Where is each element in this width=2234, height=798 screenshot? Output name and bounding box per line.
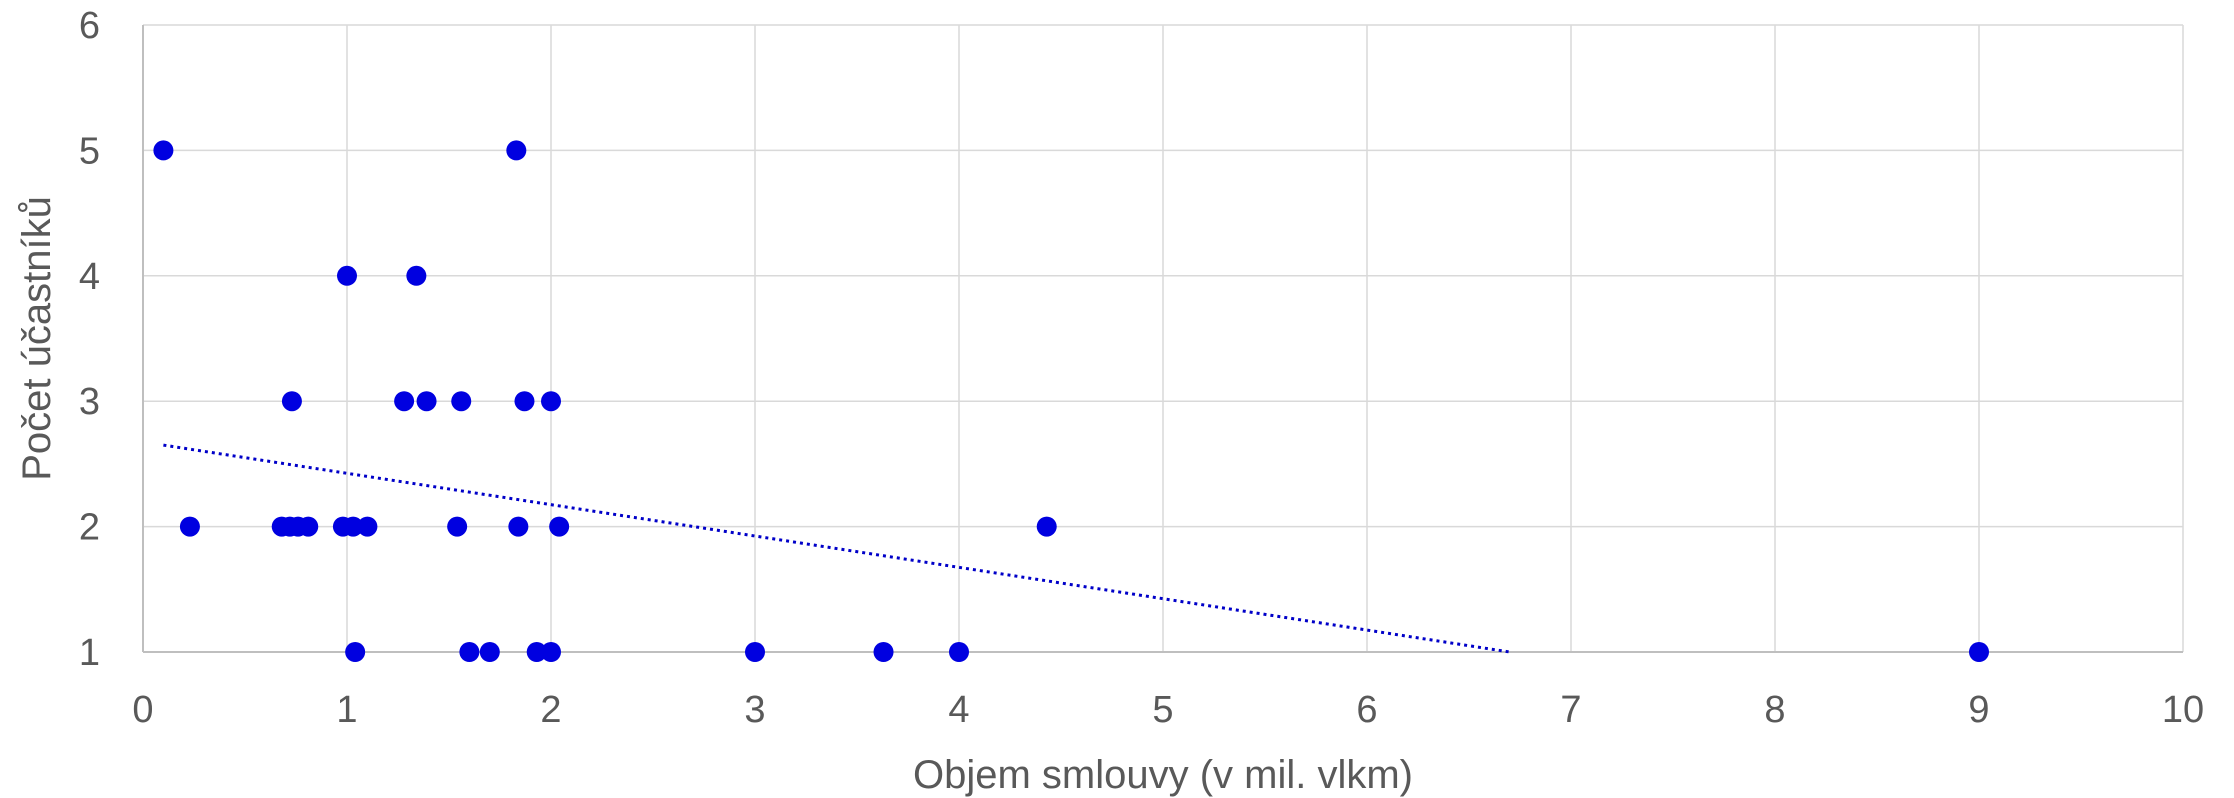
data-point (541, 391, 561, 412)
data-point (337, 265, 357, 286)
y-tick-label: 5 (79, 130, 100, 172)
y-axis-title: Počet účastníků (15, 196, 59, 481)
x-tick-labels: 0 1 2 3 4 5 6 7 8 9 10 (132, 689, 2204, 731)
y-tick-label: 6 (79, 5, 100, 47)
data-point (949, 642, 969, 662)
data-point (153, 140, 174, 161)
x-tick-label: 2 (540, 689, 561, 731)
data-points (153, 140, 1989, 662)
data-point (506, 140, 527, 161)
data-point (479, 642, 500, 662)
x-tick-label: 8 (1764, 689, 1785, 731)
x-tick-label: 5 (1152, 689, 1173, 731)
x-tick-label: 0 (132, 689, 153, 731)
gridlines (143, 24, 2184, 652)
x-tick-label: 6 (1356, 689, 1377, 731)
data-point (343, 516, 364, 537)
data-point (873, 642, 894, 662)
x-tick-label: 9 (1968, 689, 1989, 731)
data-point (541, 642, 561, 662)
data-point (1036, 516, 1057, 537)
data-point (447, 516, 468, 537)
y-tick-label: 4 (79, 256, 100, 298)
data-point (508, 516, 529, 537)
y-tick-label: 1 (79, 632, 100, 674)
x-tick-label: 7 (1560, 689, 1581, 731)
data-point (394, 391, 415, 412)
data-point (357, 516, 378, 537)
data-point (1969, 642, 1989, 662)
data-point (298, 516, 319, 537)
x-tick-label: 4 (948, 689, 969, 731)
y-tick-label: 3 (79, 381, 100, 423)
data-point (514, 391, 535, 412)
data-point (526, 642, 547, 662)
data-point (745, 642, 765, 662)
y-tick-labels: 1 2 3 4 5 6 (79, 5, 100, 674)
data-point (549, 516, 570, 537)
data-point (459, 642, 480, 662)
data-point (451, 391, 472, 412)
data-point (281, 391, 302, 412)
x-tick-label: 3 (744, 689, 765, 731)
data-point (179, 516, 200, 537)
x-axis-title: Objem smlouvy (v mil. vlkm) (913, 753, 1413, 797)
trendline (163, 443, 1511, 654)
y-tick-label: 2 (79, 507, 100, 549)
data-point (406, 265, 427, 286)
trendline-group (163, 443, 1511, 654)
x-tick-label: 10 (2162, 689, 2204, 731)
x-tick-label: 1 (336, 689, 357, 731)
data-point (345, 642, 366, 662)
data-point (416, 391, 437, 412)
